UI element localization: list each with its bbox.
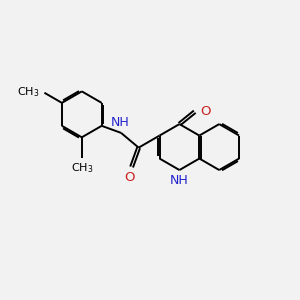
Text: O: O	[124, 171, 135, 184]
Text: CH$_3$: CH$_3$	[70, 161, 93, 175]
Text: O: O	[200, 105, 211, 118]
Text: NH: NH	[170, 174, 189, 187]
Text: NH: NH	[111, 116, 130, 129]
Text: CH$_3$: CH$_3$	[17, 85, 40, 99]
